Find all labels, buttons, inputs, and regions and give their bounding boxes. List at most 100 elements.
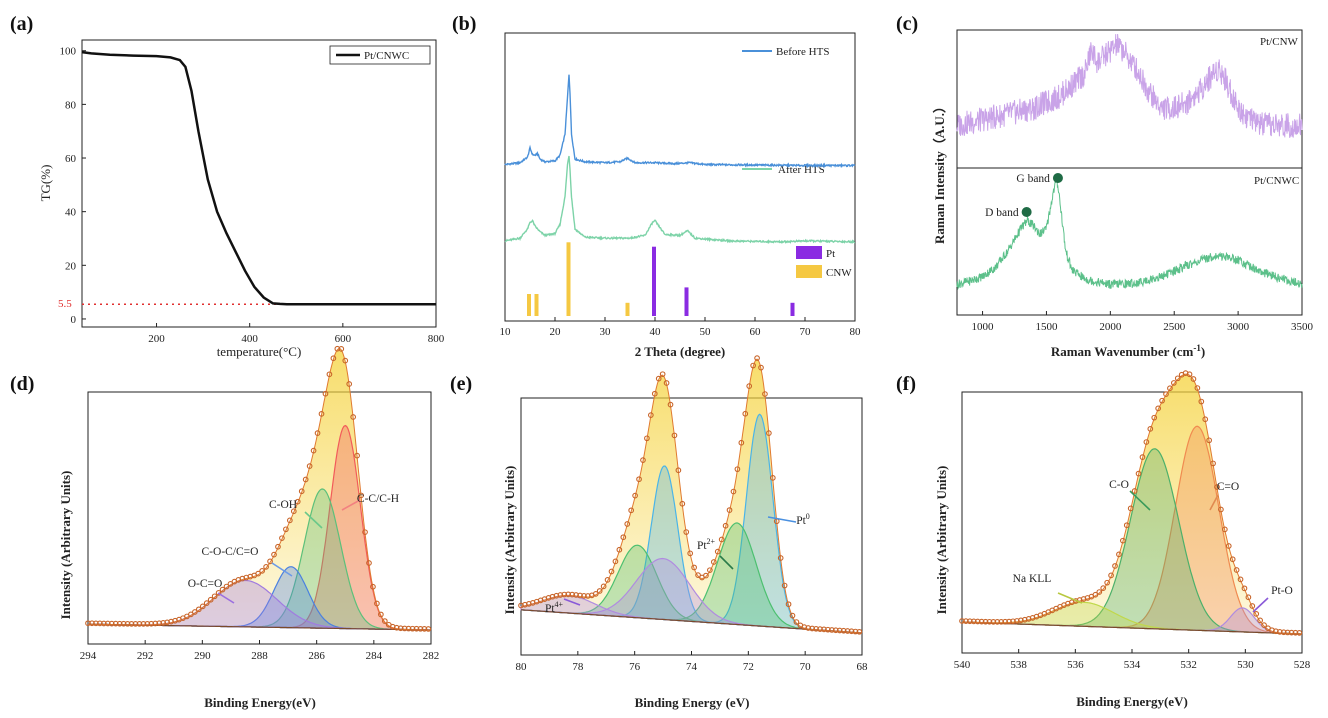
panel-e-data-point [671, 432, 678, 439]
panel-f-data-point [1190, 376, 1197, 382]
panel-e-data-point [667, 401, 674, 408]
panel-f-data-point [1006, 618, 1012, 625]
panel-d-annotation: O-C=O [188, 578, 223, 590]
panel-d-data-point [306, 463, 313, 469]
panel-b-xtick-label: 50 [700, 326, 712, 338]
panel-e-data-point [710, 559, 717, 565]
panel-f-xtick-label: 540 [954, 659, 971, 671]
panel-d-data-point [203, 600, 210, 606]
panel-e-data-point [592, 590, 599, 597]
panel-b-frame [504, 32, 856, 322]
panel-f-data-point [1116, 551, 1122, 558]
panel-b-xtick-label: 30 [600, 326, 612, 338]
panel-f-data-point [1214, 484, 1220, 490]
panel-e-data-point [655, 375, 662, 382]
panel-c: Pt/CNW Pt/CNWC Raman Intensity（A.U.） Ram… [932, 29, 1303, 359]
panel-d-data-point [354, 452, 360, 459]
panel-d-data-point [374, 600, 380, 607]
panel-d-data-point [271, 551, 277, 558]
panel-b-xtick-label: 80 [850, 326, 862, 338]
panel-d-data-point [405, 625, 412, 632]
panel-e-data-point [769, 475, 776, 481]
panel-f-data-point [1174, 375, 1181, 382]
panel-e-data-point [659, 371, 666, 378]
panel-f-data-point [1104, 579, 1111, 586]
panel-f-annotation: C-O [1109, 479, 1129, 491]
panel-a-ytick-label: 100 [60, 46, 77, 58]
panel-f-data-point [963, 618, 969, 624]
panel-b-xlabel: 2 Theta (degree) [635, 344, 726, 359]
panel-f-data-point [1261, 622, 1267, 628]
panel-f-data-point [1249, 603, 1256, 609]
panel-d-envelope-fill [88, 348, 431, 630]
panel-f-data-point [966, 618, 973, 625]
panel-c-d-band-marker [1021, 207, 1032, 217]
panel-a-xtick-label: 600 [335, 333, 352, 345]
panel-f-data-point [986, 618, 993, 625]
panel-f-data-point [1225, 543, 1232, 549]
panel-f-xtick-label: 538 [1010, 659, 1027, 671]
panel-f-data-point [1108, 572, 1114, 579]
panel-d-data-point [425, 626, 432, 632]
panel-c-top-title: Pt/CNW [1260, 36, 1299, 48]
panel-d-data-point [199, 603, 206, 610]
panel-e-data-point [695, 572, 701, 578]
panel-e-data-point [750, 362, 756, 369]
panel-f-data-point [1100, 585, 1107, 591]
panel-d-data-point [89, 620, 95, 627]
panel-d-data-point [286, 517, 293, 524]
panel-f-data-point [1296, 630, 1303, 636]
panel-d-data-point [330, 355, 337, 362]
panel-e-data-point [809, 625, 816, 632]
panel-f-data-point [1233, 567, 1240, 573]
panel-f-data-point [1163, 391, 1169, 397]
panel-e-arrow [719, 555, 734, 570]
panel-e-data-point [738, 439, 745, 446]
panel-d-data-point [393, 624, 400, 631]
panel-f-annotation: Pt-O [1271, 585, 1293, 597]
panel-e-data-point [742, 410, 749, 417]
panel-d-data-point [192, 609, 198, 615]
panel-e-data-point [777, 555, 784, 561]
panel-e-data-point [632, 492, 638, 499]
panel-e-annotation: Pt2+ [697, 537, 716, 552]
panel-e-xtick-label: 78 [572, 661, 584, 673]
panel-c-pt-cnw-curve [956, 33, 1303, 138]
panel-d-data-point [350, 414, 357, 420]
panel-d-data-point [85, 620, 91, 627]
panel-f-data-point [978, 618, 985, 625]
panel-d-data-point [223, 583, 230, 590]
panel-b-pt-bar [652, 246, 656, 316]
panel-a-xtick-label: 200 [148, 333, 165, 345]
panel-d-data-point [378, 611, 384, 618]
panel-d-data-point [195, 606, 202, 613]
panel-c-xtick-label: 1500 [1035, 321, 1058, 333]
panel-a-legend-text: Pt/CNWC [364, 50, 409, 62]
panel-b-legend-pt-swatch [796, 246, 822, 259]
panel-e-data-point [781, 582, 788, 589]
panel-d-data-point [207, 596, 214, 603]
panel-f-label: (f) [896, 373, 916, 395]
panel-e-data-point [683, 529, 690, 535]
panel-c-xtick-label: 2500 [1163, 321, 1186, 333]
panel-f-data-point [1218, 506, 1224, 513]
panel-b-legend-cnw-swatch [796, 265, 822, 278]
panel-e-data-point [746, 383, 753, 389]
panel-d-data-point [112, 620, 119, 627]
panel-f-arrow [1057, 592, 1083, 604]
panel-d-xtick-label: 282 [423, 650, 440, 662]
panel-f-data-point [1272, 628, 1279, 635]
panel-e-data-point [734, 466, 741, 473]
panel-e-data-point [636, 476, 642, 483]
panel-d-data-point [108, 620, 115, 627]
panel-a-ytick-label: 0 [71, 314, 77, 326]
panel-f-data-point [1186, 371, 1193, 378]
panel-f-data-point [1206, 437, 1213, 444]
panel-d-xtick-label: 288 [251, 650, 268, 662]
panel-d-data-point [104, 620, 111, 627]
panel-e-data-point [714, 548, 721, 555]
panel-e-annotation-sup: 0 [806, 512, 810, 521]
panel-e-data-point [722, 522, 729, 529]
panel-e-data-point [852, 628, 859, 635]
panel-d-data-point [160, 620, 167, 626]
